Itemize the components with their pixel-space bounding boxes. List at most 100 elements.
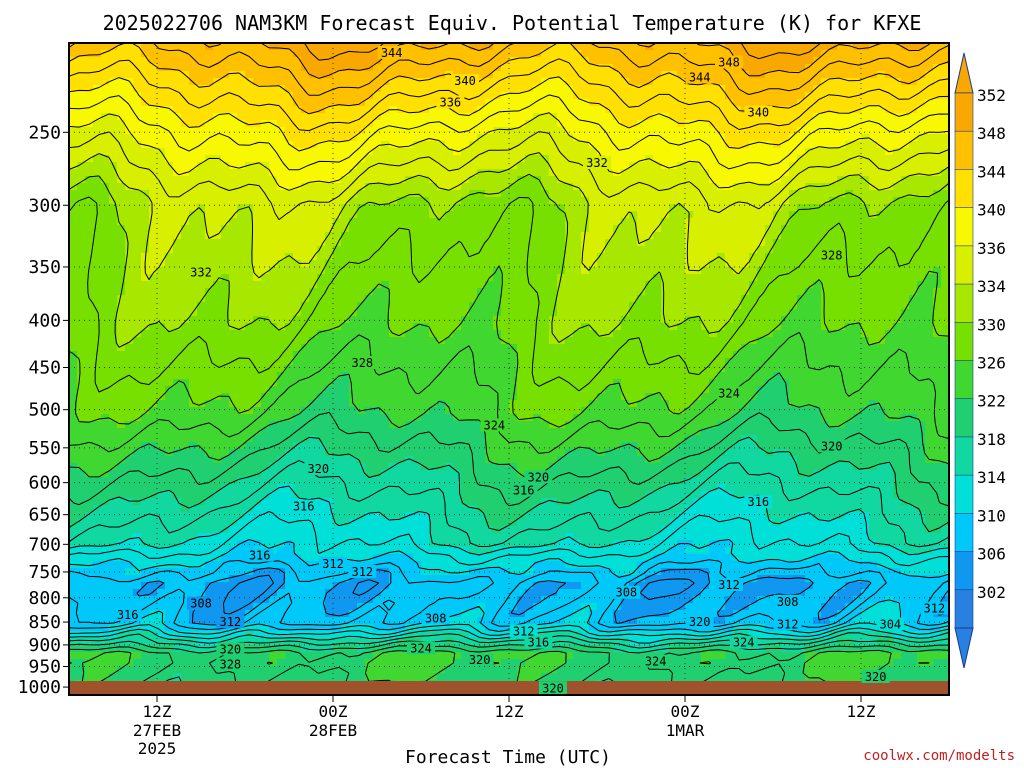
contour-label-text: 316 bbox=[249, 549, 271, 563]
contour-line-332 bbox=[68, 173, 950, 348]
contour-label-text: 340 bbox=[454, 74, 476, 88]
contour-label: 320 bbox=[685, 615, 714, 629]
contour-label: 320 bbox=[216, 642, 245, 656]
colorbar-swatch bbox=[954, 436, 974, 476]
y-tick-label: 250 bbox=[28, 122, 61, 143]
contour-label: 340 bbox=[451, 74, 479, 88]
x-axis-label: Forecast Time (UTC) bbox=[405, 747, 611, 768]
y-tick-label: 600 bbox=[28, 473, 61, 494]
contour-label: 316 bbox=[744, 495, 773, 509]
contour-label-text: 320 bbox=[542, 681, 564, 695]
contour-label-text: 316 bbox=[747, 495, 769, 509]
contour-label-text: 320 bbox=[307, 462, 329, 476]
contour-label-text: 320 bbox=[865, 670, 887, 684]
colorbar-label: 352 bbox=[977, 86, 1006, 105]
x-tick-sub2: 2025 bbox=[138, 739, 177, 758]
contour-label-text: 324 bbox=[645, 654, 667, 668]
colorbar-label: 306 bbox=[977, 545, 1006, 564]
contour-label: 328 bbox=[817, 248, 846, 262]
grid-lines bbox=[69, 43, 949, 695]
contour-label: 324 bbox=[715, 386, 743, 400]
contour-label: 344 bbox=[685, 70, 714, 84]
contour-line-342 bbox=[68, 76, 950, 152]
y-tick-label: 1000 bbox=[18, 677, 61, 698]
y-tick-label: 400 bbox=[28, 310, 61, 331]
contour-label: 324 bbox=[407, 641, 435, 655]
contour-label-text: 336 bbox=[439, 95, 461, 109]
contour-label-text: 328 bbox=[351, 356, 373, 370]
contour-label-text: 340 bbox=[747, 106, 769, 120]
contour-label: 328 bbox=[216, 657, 245, 671]
colorbar-label: 336 bbox=[977, 239, 1006, 258]
contour-label-text: 312 bbox=[777, 617, 799, 631]
colorbar-swatch bbox=[954, 551, 974, 591]
x-tick-label: 00Z bbox=[671, 702, 700, 721]
contour-label: 304 bbox=[876, 617, 905, 631]
contour-label-text: 320 bbox=[219, 642, 241, 656]
y-tick-label: 450 bbox=[28, 358, 61, 379]
watermark: coolwx.com/modelts bbox=[863, 748, 1015, 764]
contour-label-text: 324 bbox=[410, 641, 432, 655]
colorbar-label: 302 bbox=[977, 583, 1006, 602]
contour-label-text: 348 bbox=[718, 56, 740, 70]
contour-label-text: 344 bbox=[689, 70, 711, 84]
contour-label-text: 312 bbox=[322, 557, 344, 571]
colorbar-label: 330 bbox=[977, 315, 1006, 334]
y-tick-label: 500 bbox=[28, 400, 61, 421]
x-tick-sub1: 27FEB bbox=[133, 721, 181, 740]
colorbar-label: 314 bbox=[977, 468, 1006, 487]
contour-label-text: 332 bbox=[190, 266, 212, 280]
contour-label: 324 bbox=[641, 654, 670, 668]
contour-line-316 bbox=[68, 485, 950, 644]
colorbar-label: 326 bbox=[977, 354, 1006, 373]
colorbar-label: 334 bbox=[977, 277, 1006, 296]
colorbar-swatch bbox=[954, 207, 974, 247]
y-tick-label: 350 bbox=[28, 257, 61, 278]
contour-label-text: 316 bbox=[513, 484, 535, 498]
contour-label: 336 bbox=[436, 95, 465, 109]
contour-label-text: 344 bbox=[381, 46, 403, 60]
x-tick-sub1: 28FEB bbox=[309, 721, 357, 740]
contour-line-318 bbox=[68, 460, 950, 649]
contour-label: 316 bbox=[524, 635, 553, 650]
colorbar-swatch bbox=[954, 169, 974, 209]
x-tick-label: 12Z bbox=[143, 702, 172, 721]
y-tick-label: 650 bbox=[28, 505, 61, 526]
contour-label: 312 bbox=[319, 556, 347, 571]
y-tick-label: 700 bbox=[28, 534, 61, 555]
contour-label-text: 328 bbox=[219, 657, 241, 671]
contour-label-text: 316 bbox=[293, 500, 315, 514]
colorbar-swatch bbox=[954, 589, 974, 629]
colorbar-bottom-arrow bbox=[954, 627, 974, 669]
contour-line-320 bbox=[68, 436, 950, 696]
contour-label-text: 316 bbox=[527, 636, 549, 650]
colorbar-label: 322 bbox=[977, 392, 1006, 411]
contour-label-text: 320 bbox=[821, 439, 843, 453]
colorbar: 352 348 344 340 336 334 330 326 322 318 314 310 306 3… bbox=[954, 52, 1006, 669]
contour-label: 316 bbox=[245, 548, 274, 563]
contour-label: 312 bbox=[715, 578, 743, 592]
contour-label: 308 bbox=[773, 594, 802, 609]
contour-label-text: 316 bbox=[117, 608, 139, 622]
contour-label: 308 bbox=[421, 611, 450, 625]
contour-label: 332 bbox=[583, 156, 611, 170]
y-tick-label: 750 bbox=[28, 562, 61, 583]
colorbar-swatch bbox=[954, 513, 974, 553]
x-tick-label: 12Z bbox=[495, 702, 524, 721]
contour-line-328 bbox=[68, 265, 950, 428]
colorbar-swatch bbox=[954, 321, 974, 362]
contour-line-330 bbox=[68, 196, 950, 393]
y-tick-label: 850 bbox=[28, 612, 61, 633]
chart-title: 2025022706 NAM3KM Forecast Equiv. Potent… bbox=[103, 11, 922, 35]
contour-line-306 bbox=[223, 574, 695, 615]
contour-label-text: 320 bbox=[469, 653, 491, 667]
contour-label-text: 312 bbox=[923, 602, 945, 616]
colorbar-label: 310 bbox=[977, 506, 1006, 525]
colorbar-swatch bbox=[954, 130, 974, 171]
contour-label: 332 bbox=[187, 265, 215, 280]
colorbar-label: 340 bbox=[977, 201, 1006, 220]
x-tick-label: 00Z bbox=[319, 702, 348, 721]
